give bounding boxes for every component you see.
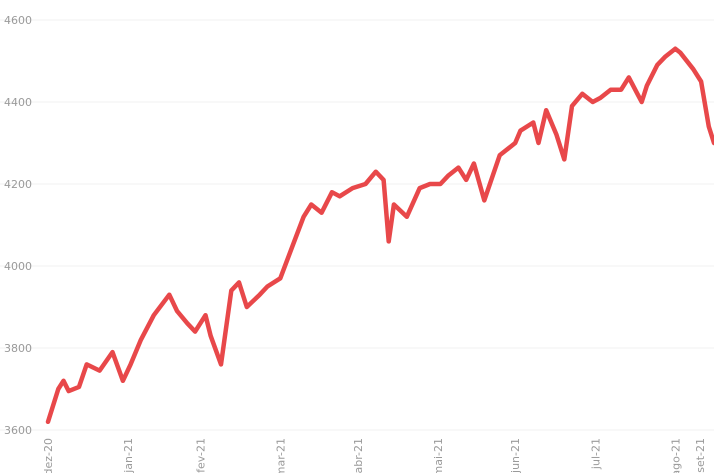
y-tick-label: 3800 xyxy=(4,342,32,355)
x-tick-label: mai-21 xyxy=(432,438,445,473)
x-tick-label: jul-21 xyxy=(589,438,602,470)
x-tick-label: jan-21 xyxy=(122,438,135,473)
x-tick-label: abr-21 xyxy=(352,438,365,473)
x-tick-label: dez-20 xyxy=(42,438,55,473)
x-tick-label: ago-21 xyxy=(669,438,682,473)
x-axis-ticks: dez-20 jan-21 fev-21 mar-21 abr-21 mai-21 jun-… xyxy=(42,438,707,473)
y-tick-label: 4600 xyxy=(4,14,32,27)
y-axis-ticks: 3600 3800 4000 4200 4400 4600 xyxy=(4,14,32,437)
x-tick-label: fev-21 xyxy=(194,438,207,473)
series-line-0 xyxy=(45,46,714,425)
x-tick-label: set-21 xyxy=(694,438,707,473)
grid xyxy=(0,19,714,431)
y-tick-label: 3600 xyxy=(4,424,32,437)
y-tick-label: 4200 xyxy=(4,178,32,191)
y-tick-label: 4400 xyxy=(4,96,32,109)
x-tick-label: mar-21 xyxy=(274,438,287,473)
y-tick-label: 4000 xyxy=(4,260,32,273)
series xyxy=(45,46,714,425)
x-tick-label: jun-21 xyxy=(509,438,522,473)
